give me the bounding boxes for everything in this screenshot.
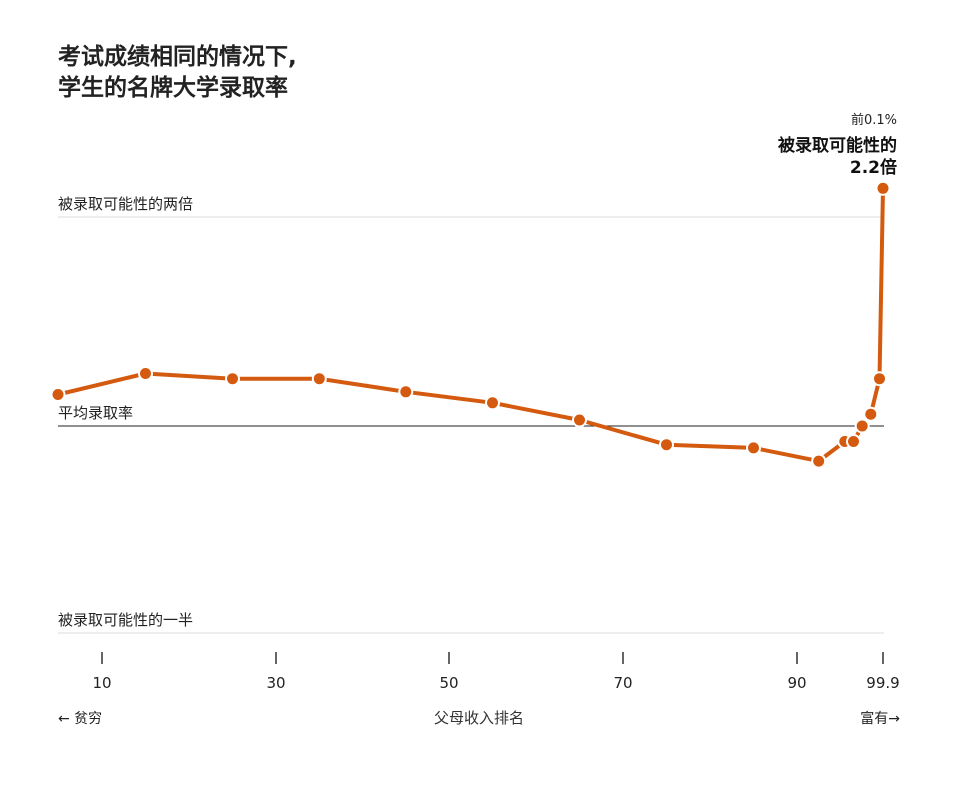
data-point-15 — [875, 180, 891, 196]
ref-line-label-1: 平均录取率 — [58, 404, 133, 422]
x-left-label: ← 贫穷 — [58, 711, 102, 727]
annotation-top-label: 前0.1% — [851, 112, 897, 128]
data-point-5 — [485, 395, 500, 411]
data-point-4 — [398, 384, 414, 400]
peak-annotation: 前0.1% 被录取可能性的 2.2倍 — [778, 112, 897, 178]
x-tick-label-4: 90 — [787, 674, 806, 692]
x-tick-label-2: 50 — [439, 674, 458, 692]
ref-line-label-2: 被录取可能性的一半 — [58, 611, 193, 629]
series-group — [50, 180, 891, 469]
data-point-14 — [872, 371, 887, 387]
ref-line-label-0: 被录取可能性的两倍 — [58, 195, 193, 213]
data-point-7 — [659, 437, 674, 453]
x-right-label: 富有→ — [860, 710, 900, 727]
data-point-11 — [846, 434, 861, 449]
series-line-0 — [56, 186, 885, 464]
data-point-1 — [138, 366, 153, 381]
data-point-12 — [854, 418, 870, 434]
data-point-3 — [311, 371, 327, 387]
x-axis-label: 父母收入排名 — [434, 709, 524, 727]
data-point-0 — [50, 387, 66, 402]
data-point-9 — [811, 453, 827, 469]
chart-title: 考试成绩相同的情况下, 学生的名牌大学录取率 — [58, 42, 297, 104]
annotation-line-2: 2.2倍 — [850, 157, 897, 178]
x-tick-label-5: 99.9 — [866, 674, 899, 692]
data-point-8 — [746, 440, 761, 456]
x-tick-label-1: 30 — [266, 674, 285, 692]
title-line-1: 考试成绩相同的情况下, — [58, 44, 297, 70]
data-point-13 — [863, 406, 879, 422]
annotation-line-1: 被录取可能性的 — [778, 135, 897, 156]
title-line-2: 学生的名牌大学录取率 — [58, 75, 288, 101]
x-tick-label-0: 10 — [92, 674, 111, 692]
x-axis-captions: ← 贫穷 父母收入排名 富有→ — [58, 709, 900, 727]
data-point-6 — [572, 412, 587, 428]
x-tick-label-3: 70 — [613, 674, 632, 692]
data-point-2 — [225, 371, 240, 387]
x-axis: 10 30 50 70 90 99.9 — [92, 652, 900, 692]
